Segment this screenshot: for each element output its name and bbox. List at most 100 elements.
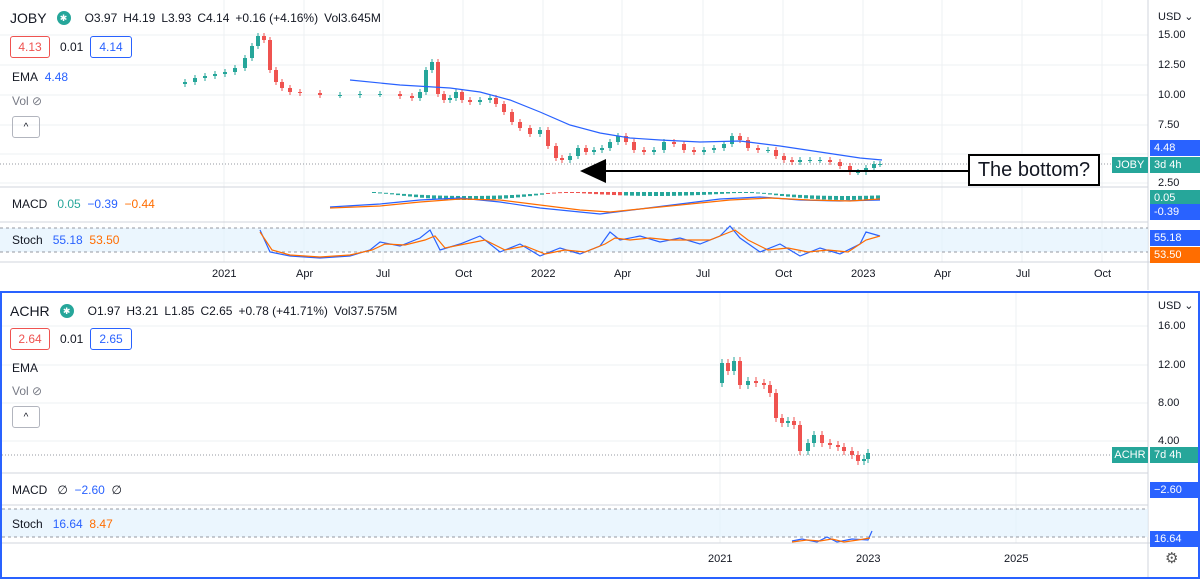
macd-bar xyxy=(618,192,622,196)
y-tick: 10.00 xyxy=(1158,89,1186,101)
candle-body xyxy=(856,455,860,461)
macd-bar xyxy=(480,195,484,200)
eye-hidden-icon[interactable]: ⊘ xyxy=(32,384,43,398)
macd-bar xyxy=(582,192,586,194)
currency-selector[interactable]: USD ⌄ xyxy=(1158,300,1194,312)
spread-label: 0.01 xyxy=(60,332,84,346)
macd-bar xyxy=(816,195,820,200)
annotation-arrowhead xyxy=(580,159,606,183)
annotation-callout[interactable]: The bottom? xyxy=(968,154,1100,186)
candle-body xyxy=(790,160,794,162)
macd-bar xyxy=(678,192,682,196)
macd-bar xyxy=(546,192,550,194)
currency-selector[interactable]: USD ⌄ xyxy=(1158,11,1194,23)
symbol-label: ACHR xyxy=(10,303,50,319)
macd-bar xyxy=(384,192,388,194)
candle-body xyxy=(518,122,522,128)
x-tick: Apr xyxy=(296,268,314,280)
eye-hidden-icon[interactable]: ⊘ xyxy=(32,94,43,108)
ema-value: 4.48 xyxy=(44,70,69,84)
macd-bar xyxy=(600,192,604,195)
candle-body xyxy=(838,162,842,166)
macd-hist-tag: 0.05 xyxy=(1150,190,1200,206)
candle-body xyxy=(436,62,440,94)
candle-body xyxy=(584,148,588,152)
macd-bar xyxy=(666,192,670,196)
ask-button[interactable]: 4.14 xyxy=(90,36,132,58)
candle-body xyxy=(448,98,452,100)
symbol-tag: ACHR xyxy=(1112,447,1148,463)
macd-bar xyxy=(870,195,874,200)
macd-bar xyxy=(450,195,454,200)
macd-bar xyxy=(852,195,856,200)
macd-bar xyxy=(396,193,400,196)
settings-gear-icon[interactable]: ⚙ xyxy=(1165,550,1179,567)
macd-bar xyxy=(648,192,652,196)
joby-chart-panel[interactable]: JOBY ✱ O3.97 H4.19 L3.93 C4.14 +0.16 (+4… xyxy=(0,0,1200,290)
candle-body xyxy=(488,98,492,100)
joby-macd-histogram xyxy=(372,192,880,200)
macd-bar xyxy=(672,192,676,196)
macd-bar xyxy=(792,194,796,198)
macd-bar xyxy=(654,192,658,196)
macd-bar xyxy=(552,192,556,194)
macd-line-tag: -0.39 xyxy=(1150,204,1200,220)
macd-bar xyxy=(486,195,490,200)
candle-body xyxy=(878,164,882,165)
y-tick: 4.00 xyxy=(1158,435,1180,447)
x-tick: Oct xyxy=(775,268,793,280)
macd-bar xyxy=(810,195,814,199)
x-tick: 2023 xyxy=(856,553,881,565)
candle-body xyxy=(756,148,760,150)
achr-chart-canvas[interactable] xyxy=(2,293,1198,577)
candle-body xyxy=(786,421,790,423)
macd-bar xyxy=(690,192,694,196)
ohlc-high: H4.19 xyxy=(123,11,156,25)
joby-chart-canvas[interactable] xyxy=(0,0,1200,290)
candle-body xyxy=(836,445,840,447)
candle-body xyxy=(280,82,284,88)
macd-bar xyxy=(822,195,826,200)
macd-bar xyxy=(414,194,418,198)
achr-chart-panel[interactable]: ACHR ✱ O1.97 H3.21 L1.85 C2.65 +0.78 (+4… xyxy=(0,291,1200,579)
candle-body xyxy=(233,68,237,72)
macd-bar xyxy=(564,192,568,193)
macd-bar xyxy=(390,193,394,195)
ohlc-close: C4.14 xyxy=(197,11,230,25)
candle-body xyxy=(274,70,278,82)
macd-bar xyxy=(768,193,772,195)
spread-label: 0.01 xyxy=(60,40,84,54)
candle-body xyxy=(460,92,464,100)
ohlc-open: O1.97 xyxy=(87,304,121,318)
ohlc-volume: Vol37.575M xyxy=(333,304,398,318)
macd-legend: MACD 0.05 −0.39 −0.44 xyxy=(12,197,155,211)
candle-body xyxy=(418,92,422,98)
vol-label: Vol ⊘ xyxy=(12,384,43,398)
macd-bar xyxy=(684,192,688,196)
macd-bar xyxy=(744,192,748,193)
candle-body xyxy=(762,383,766,385)
ohlc-low: L1.85 xyxy=(164,304,195,318)
ask-button[interactable]: 2.65 xyxy=(90,328,132,350)
macd-bar xyxy=(834,195,838,200)
candle-body xyxy=(726,363,730,371)
bid-button[interactable]: 2.64 xyxy=(10,328,50,350)
macd-bar xyxy=(696,192,700,196)
stoch-band xyxy=(2,509,1148,537)
stoch-band xyxy=(0,228,1148,252)
macd-bar xyxy=(420,194,424,198)
x-tick: 2025 xyxy=(1004,553,1029,565)
collapse-button[interactable]: ^ xyxy=(12,116,40,138)
macd-bar xyxy=(516,194,520,198)
achr-candles xyxy=(720,357,870,465)
candle-body xyxy=(358,94,362,95)
symbol-label: JOBY xyxy=(10,10,47,26)
candle-body xyxy=(798,425,802,451)
bid-button[interactable]: 4.13 xyxy=(10,36,50,58)
collapse-button[interactable]: ^ xyxy=(12,406,40,428)
candle-body xyxy=(213,74,217,76)
candle-body xyxy=(730,136,734,144)
candle-body xyxy=(862,459,866,461)
vol-label: Vol ⊘ xyxy=(12,94,43,108)
candle-body xyxy=(692,150,696,152)
